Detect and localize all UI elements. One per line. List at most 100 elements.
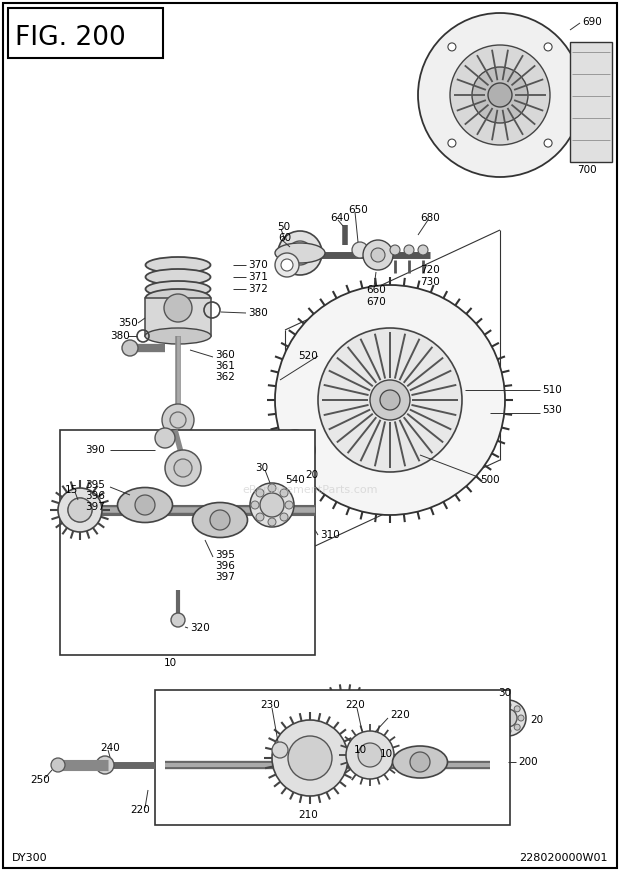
Ellipse shape xyxy=(392,746,448,778)
Circle shape xyxy=(256,489,264,497)
Circle shape xyxy=(288,241,312,265)
Circle shape xyxy=(346,731,394,779)
Text: 371: 371 xyxy=(248,272,268,282)
Text: 530: 530 xyxy=(542,405,562,415)
Circle shape xyxy=(292,432,298,438)
Text: 350: 350 xyxy=(118,318,138,328)
Text: 60: 60 xyxy=(278,233,291,243)
Circle shape xyxy=(363,240,393,270)
Ellipse shape xyxy=(145,328,211,344)
Text: 310: 310 xyxy=(320,530,340,540)
Text: 500: 500 xyxy=(480,475,500,485)
Circle shape xyxy=(285,440,305,460)
Circle shape xyxy=(68,498,92,522)
Text: 240: 240 xyxy=(100,743,120,753)
Circle shape xyxy=(165,450,201,486)
Circle shape xyxy=(275,253,299,277)
Text: 10: 10 xyxy=(353,745,366,755)
Circle shape xyxy=(272,742,288,758)
Text: 20: 20 xyxy=(305,470,318,480)
Circle shape xyxy=(490,700,526,736)
Circle shape xyxy=(544,43,552,51)
Circle shape xyxy=(448,43,456,51)
Text: 360: 360 xyxy=(215,350,235,360)
Circle shape xyxy=(122,340,138,356)
Text: 380: 380 xyxy=(110,331,130,341)
Text: 361: 361 xyxy=(215,361,235,371)
Circle shape xyxy=(449,719,467,737)
Circle shape xyxy=(514,724,520,730)
Text: 220: 220 xyxy=(390,710,410,720)
Circle shape xyxy=(174,459,192,477)
Text: 395: 395 xyxy=(85,480,105,490)
Circle shape xyxy=(260,493,284,517)
Text: 20: 20 xyxy=(530,715,543,725)
Text: 510: 510 xyxy=(542,385,562,395)
Circle shape xyxy=(303,436,309,442)
Circle shape xyxy=(251,501,259,509)
Text: 30: 30 xyxy=(255,463,268,473)
Text: 660: 660 xyxy=(366,285,386,295)
Circle shape xyxy=(68,498,92,522)
Circle shape xyxy=(250,483,294,527)
Text: 640: 640 xyxy=(330,213,350,223)
Circle shape xyxy=(285,501,293,509)
Circle shape xyxy=(488,83,512,107)
Ellipse shape xyxy=(275,243,325,263)
Text: 390: 390 xyxy=(85,445,105,455)
Bar xyxy=(155,690,510,825)
Text: 320: 320 xyxy=(190,623,210,633)
Bar xyxy=(60,430,315,655)
Circle shape xyxy=(404,245,414,255)
Circle shape xyxy=(371,248,385,262)
Circle shape xyxy=(391,703,409,721)
Circle shape xyxy=(162,404,194,436)
Circle shape xyxy=(410,752,430,772)
Ellipse shape xyxy=(146,269,211,285)
Text: 10: 10 xyxy=(380,749,393,759)
Circle shape xyxy=(278,231,322,275)
Circle shape xyxy=(514,706,520,712)
Circle shape xyxy=(275,430,315,470)
Circle shape xyxy=(390,245,400,255)
Circle shape xyxy=(499,709,517,727)
Circle shape xyxy=(155,428,175,448)
Circle shape xyxy=(280,489,288,497)
Text: eReplacementParts.com: eReplacementParts.com xyxy=(242,485,378,495)
Circle shape xyxy=(496,724,502,730)
Text: 372: 372 xyxy=(248,284,268,294)
Circle shape xyxy=(280,513,288,521)
Text: 700: 700 xyxy=(577,165,596,175)
Text: 396: 396 xyxy=(85,491,105,501)
Text: 370: 370 xyxy=(248,260,268,270)
Bar xyxy=(145,298,211,336)
Text: 210: 210 xyxy=(298,810,318,820)
Circle shape xyxy=(352,242,368,258)
Text: 520: 520 xyxy=(298,351,317,361)
Circle shape xyxy=(303,457,309,463)
Circle shape xyxy=(268,484,276,492)
Circle shape xyxy=(135,495,155,515)
Circle shape xyxy=(450,45,550,145)
Text: 200: 200 xyxy=(518,757,538,767)
Circle shape xyxy=(281,436,288,442)
Circle shape xyxy=(472,67,528,123)
Circle shape xyxy=(275,285,505,515)
Text: 720: 720 xyxy=(420,265,440,275)
Circle shape xyxy=(292,462,298,468)
Circle shape xyxy=(281,457,288,463)
Circle shape xyxy=(171,613,185,627)
Circle shape xyxy=(496,706,502,712)
Text: 540: 540 xyxy=(285,475,305,485)
Circle shape xyxy=(317,692,373,748)
Circle shape xyxy=(281,259,293,271)
Ellipse shape xyxy=(118,488,172,523)
Circle shape xyxy=(256,513,264,521)
Ellipse shape xyxy=(192,503,247,537)
Circle shape xyxy=(318,328,462,472)
Ellipse shape xyxy=(379,698,421,726)
Text: 15: 15 xyxy=(65,485,78,495)
Circle shape xyxy=(307,447,313,453)
Text: 380: 380 xyxy=(248,308,268,318)
Circle shape xyxy=(418,245,428,255)
